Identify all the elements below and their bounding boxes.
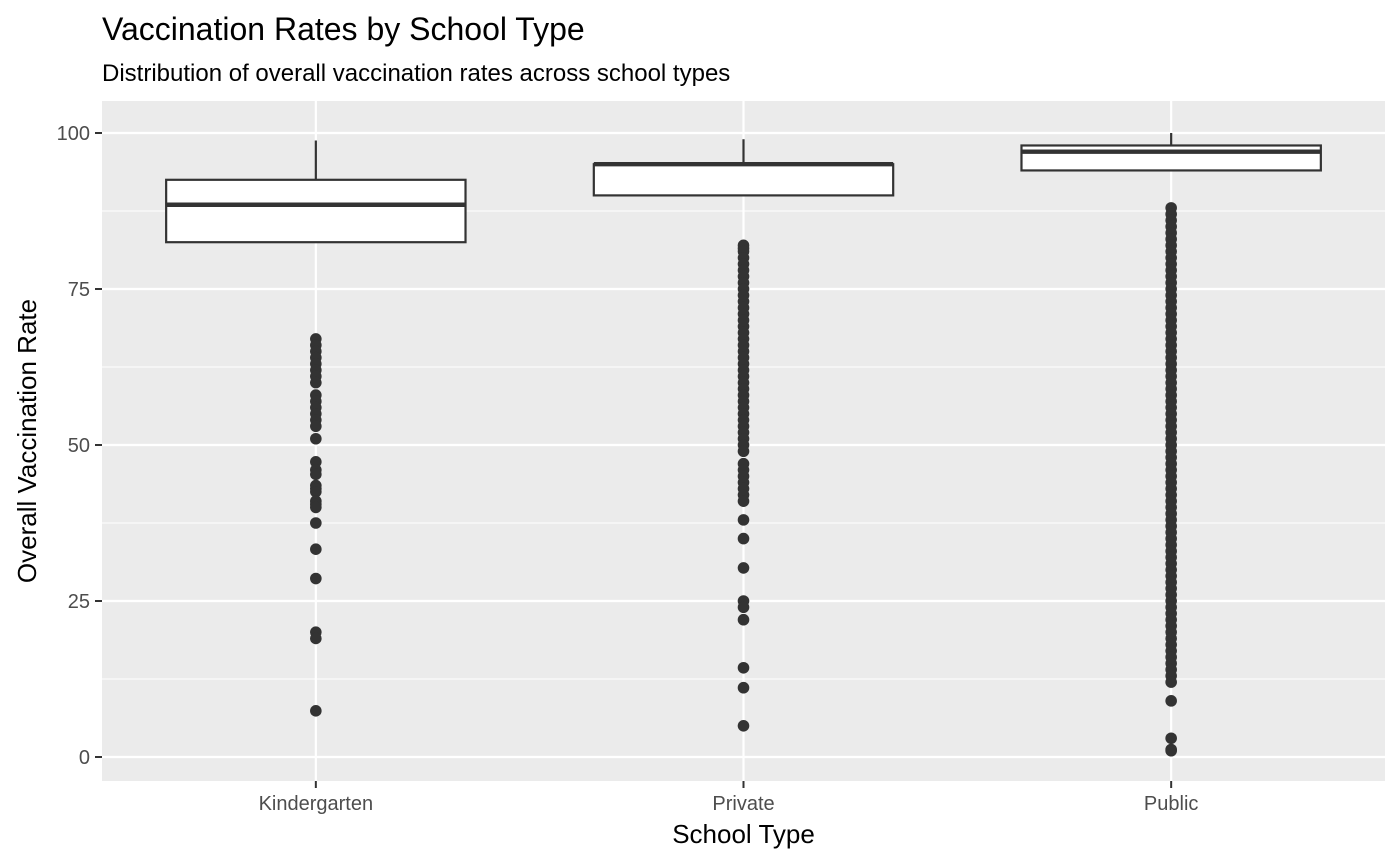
box-private (592, 139, 895, 197)
x-tick-label: Kindergarten (259, 793, 374, 815)
outlier-point (1165, 695, 1177, 707)
outlier-point (310, 572, 322, 585)
outlier-point (310, 420, 322, 433)
outlier-point (737, 681, 750, 694)
outlier-point (737, 613, 750, 626)
outlier-point (310, 705, 322, 717)
x-axis-title: School Type (672, 819, 815, 849)
y-axis-title: Overall Vaccination Rate (12, 299, 42, 583)
outlier-point (310, 468, 322, 481)
y-tick-label: 25 (68, 591, 90, 613)
box-kindergarten (165, 140, 467, 244)
axes-layer: 0 25 50 75 100 Kindergarten Private Public (57, 123, 1199, 815)
iqr-box (1020, 144, 1322, 172)
outlier-point (1165, 732, 1177, 745)
outlier-point (310, 486, 322, 498)
outlier-point (737, 495, 750, 507)
x-tick-label: Public (1144, 793, 1198, 815)
y-tick-label: 50 (68, 435, 90, 457)
outlier-point (310, 543, 322, 556)
outlier-point (310, 501, 322, 514)
outlier-point (310, 432, 322, 445)
chart-title: Vaccination Rates by School Type (102, 11, 585, 47)
outlier-point (737, 532, 750, 545)
outlier-point (310, 632, 322, 645)
outlier-point (310, 376, 322, 389)
iqr-box (592, 163, 895, 197)
x-tick-label: Private (712, 793, 774, 815)
y-tick-label: 100 (57, 123, 90, 145)
outlier-point (310, 517, 322, 529)
outlier-point (737, 562, 750, 574)
boxes-layer (165, 133, 1322, 244)
box-public (1020, 133, 1322, 172)
outlier-points-layer (310, 202, 1177, 757)
outlier-point (737, 445, 750, 458)
iqr-box (165, 178, 467, 244)
outlier-point (737, 514, 750, 526)
outlier-point (1165, 676, 1177, 688)
outlier-point (310, 456, 322, 468)
outlier-point (1165, 744, 1177, 757)
outlier-point (737, 661, 750, 674)
chart-subtitle: Distribution of overall vaccination rate… (102, 60, 730, 87)
y-tick-label: 75 (68, 279, 90, 301)
outlier-point (737, 601, 750, 614)
outlier-point (737, 720, 750, 732)
y-tick-label: 0 (79, 747, 90, 769)
